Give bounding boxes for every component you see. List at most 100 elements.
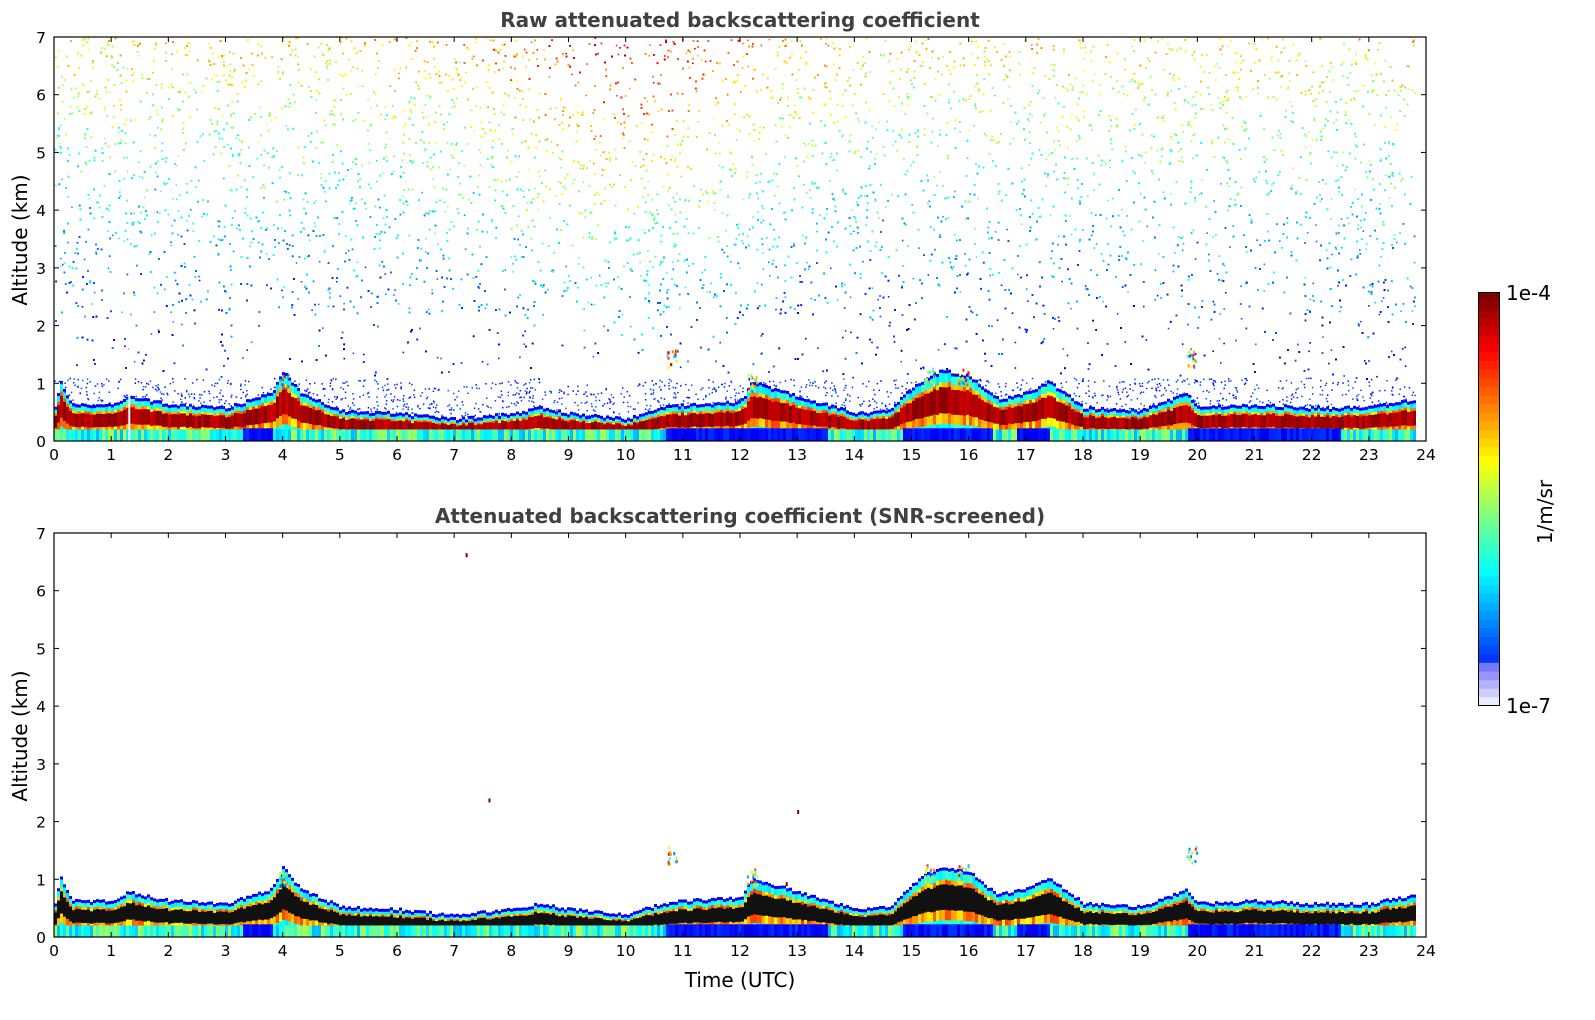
x-tick-label: 12 xyxy=(730,942,750,960)
x-tick-label: 9 xyxy=(564,446,574,464)
panel2-title: Attenuated backscattering coefficient (S… xyxy=(54,504,1426,528)
y-tick-label: 2 xyxy=(36,318,46,336)
x-tick-label: 1 xyxy=(106,446,116,464)
colorbar-segment xyxy=(1478,317,1500,327)
x-tick-label: 15 xyxy=(902,446,922,464)
y-tick-label: 3 xyxy=(36,260,46,278)
x-tick-label: 16 xyxy=(959,446,979,464)
colorbar-segment xyxy=(1478,542,1500,552)
colorbar-segment xyxy=(1478,361,1500,371)
colorbar-segment xyxy=(1478,671,1500,681)
x-tick-label: 8 xyxy=(506,446,516,464)
colorbar-segment xyxy=(1478,378,1500,388)
panel1-frame xyxy=(53,36,1427,442)
colorbar-max-label: 1e-4 xyxy=(1506,281,1551,305)
y-tick-label: 0 xyxy=(36,433,46,451)
colorbar-segment xyxy=(1478,300,1500,310)
colorbar-segment xyxy=(1478,680,1500,690)
x-tick-label: 7 xyxy=(449,446,459,464)
x-tick-label: 8 xyxy=(506,942,516,960)
x-tick-label: 7 xyxy=(449,942,459,960)
x-tick-label: 14 xyxy=(844,446,864,464)
colorbar-segment xyxy=(1478,637,1500,647)
colorbar-segment xyxy=(1478,611,1500,621)
colorbar-segment xyxy=(1478,645,1500,655)
x-tick-label: 19 xyxy=(1130,942,1150,960)
x-tick-label: 22 xyxy=(1302,942,1322,960)
x-tick-label: 14 xyxy=(844,942,864,960)
y-tick-label: 0 xyxy=(36,929,46,947)
colorbar-segment xyxy=(1478,602,1500,612)
panel2-xlabel: Time (UTC) xyxy=(54,968,1426,992)
x-tick-label: 20 xyxy=(1187,942,1207,960)
x-tick-label: 0 xyxy=(49,446,59,464)
x-tick-label: 23 xyxy=(1359,942,1379,960)
x-tick-label: 10 xyxy=(616,942,636,960)
panel2-heatmap xyxy=(54,553,1416,937)
colorbar-unit-label: 1/m/sr xyxy=(1533,472,1557,552)
x-tick-label: 21 xyxy=(1245,942,1265,960)
x-tick-label: 10 xyxy=(616,446,636,464)
x-tick-label: 2 xyxy=(163,942,173,960)
x-tick-label: 5 xyxy=(335,446,345,464)
y-tick-label: 6 xyxy=(36,583,46,601)
colorbar-segment xyxy=(1478,688,1500,698)
colorbar-segment xyxy=(1478,438,1500,448)
x-tick-label: 22 xyxy=(1302,446,1322,464)
colorbar-segment xyxy=(1478,404,1500,414)
x-tick-label: 18 xyxy=(1073,446,1093,464)
colorbar-segment xyxy=(1478,576,1500,586)
colorbar-segment xyxy=(1478,516,1500,526)
colorbar-segment xyxy=(1478,697,1500,706)
x-tick-label: 6 xyxy=(392,942,402,960)
x-tick-label: 0 xyxy=(49,942,59,960)
panel2-frame xyxy=(53,532,1427,938)
colorbar-segment xyxy=(1478,430,1500,440)
x-tick-label: 3 xyxy=(221,942,231,960)
y-tick-label: 2 xyxy=(36,814,46,832)
y-tick-label: 7 xyxy=(36,29,46,47)
colorbar-segment xyxy=(1478,524,1500,534)
x-tick-label: 3 xyxy=(221,446,231,464)
panel1-heatmap xyxy=(54,37,1416,441)
y-tick-label: 1 xyxy=(36,871,46,889)
colorbar-segment xyxy=(1478,473,1500,483)
colorbar-segment xyxy=(1478,343,1500,353)
x-tick-label: 17 xyxy=(1016,446,1036,464)
x-tick-label: 11 xyxy=(673,446,693,464)
x-tick-label: 13 xyxy=(787,446,807,464)
y-tick-label: 6 xyxy=(36,87,46,105)
x-tick-label: 24 xyxy=(1416,446,1436,464)
colorbar-segment xyxy=(1478,628,1500,638)
x-tick-label: 4 xyxy=(278,942,288,960)
x-tick-label: 21 xyxy=(1245,446,1265,464)
x-tick-label: 5 xyxy=(335,942,345,960)
colorbar-segment xyxy=(1478,455,1500,465)
x-tick-label: 18 xyxy=(1073,942,1093,960)
panel1-data-gap xyxy=(128,37,131,441)
colorbar-segment xyxy=(1478,292,1500,302)
colorbar-segment xyxy=(1478,395,1500,405)
y-tick-label: 1 xyxy=(36,375,46,393)
x-tick-label: 9 xyxy=(564,942,574,960)
x-tick-label: 24 xyxy=(1416,942,1436,960)
colorbar-segment xyxy=(1478,568,1500,578)
colorbar-segment xyxy=(1478,585,1500,595)
colorbar-segment xyxy=(1478,369,1500,379)
x-tick-label: 1 xyxy=(106,942,116,960)
y-tick-label: 4 xyxy=(36,202,46,220)
x-tick-label: 17 xyxy=(1016,942,1036,960)
colorbar-segment xyxy=(1478,386,1500,396)
colorbar-segment xyxy=(1478,619,1500,629)
y-tick-label: 3 xyxy=(36,756,46,774)
colorbar-segment xyxy=(1478,352,1500,362)
panel1-title: Raw attenuated backscattering coefficien… xyxy=(54,8,1426,32)
colorbar-segment xyxy=(1478,593,1500,603)
x-tick-label: 15 xyxy=(902,942,922,960)
x-tick-label: 6 xyxy=(392,446,402,464)
x-tick-label: 2 xyxy=(163,446,173,464)
colorbar-segment xyxy=(1478,326,1500,336)
colorbar-segment xyxy=(1478,533,1500,543)
